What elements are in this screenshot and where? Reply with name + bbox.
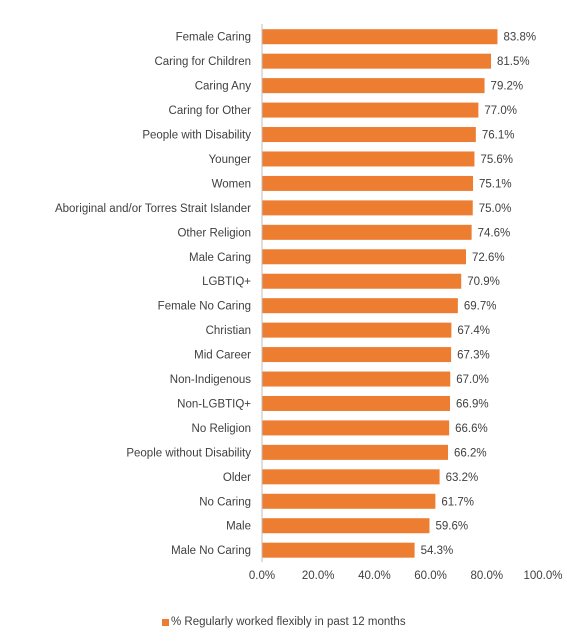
x-tick-label: 0.0% (249, 570, 275, 582)
data-label: 75.1% (479, 178, 512, 190)
category-label: Aboriginal and/or Torres Strait Islander (55, 203, 251, 215)
bar (262, 175, 474, 191)
data-label: 69.7% (464, 301, 497, 313)
bar (262, 371, 451, 387)
category-label: No Caring (199, 496, 251, 508)
data-label: 67.4% (457, 325, 490, 337)
category-label: Christian (206, 325, 251, 337)
bar (262, 298, 458, 314)
category-label: Caring for Other (169, 105, 252, 117)
x-tick-labels-group: 0.0% 20.0% 40.0% 60.0% 80.0% 100.0% (249, 570, 563, 582)
data-label: 61.7% (441, 496, 474, 508)
bar (262, 518, 430, 534)
bar (262, 78, 485, 94)
x-tick-label: 100.0% (523, 570, 562, 582)
data-label: 75.0% (479, 203, 512, 215)
category-label: Older (223, 472, 251, 484)
bar (262, 249, 467, 265)
data-label: 83.8% (503, 32, 536, 44)
category-label: No Religion (192, 423, 251, 435)
data-label: 70.9% (467, 276, 500, 288)
bar (262, 273, 462, 289)
x-tick-label: 40.0% (358, 570, 391, 582)
bar (262, 322, 452, 338)
bar (262, 29, 498, 45)
category-labels-group: Female Caring Caring for Children Caring A… (55, 32, 251, 557)
data-label: 67.0% (456, 374, 489, 386)
category-label: Other Religion (177, 227, 251, 239)
bar (262, 102, 479, 118)
bar (262, 127, 476, 143)
x-tick-label: 80.0% (470, 570, 503, 582)
data-label: 77.0% (484, 105, 517, 117)
category-label: Mid Career (194, 350, 251, 362)
category-label: Caring for Children (154, 56, 251, 68)
data-label: 67.3% (457, 350, 490, 362)
data-label: 75.6% (480, 154, 513, 166)
data-label: 54.3% (421, 545, 454, 557)
category-label: Male Caring (189, 252, 251, 264)
data-label: 63.2% (446, 472, 479, 484)
bar (262, 469, 440, 485)
bar (262, 542, 415, 558)
bar (262, 151, 475, 167)
data-label: 66.2% (454, 447, 487, 459)
data-labels-group: 83.8% 81.5% 79.2% 77.0% 76.1% 75.6% 75.1% 75.0%… (421, 32, 537, 557)
legend-swatch (162, 618, 169, 626)
legend-label: % Regularly worked flexibly in past 12 m… (171, 616, 406, 628)
bar (262, 224, 472, 240)
bar (262, 395, 450, 411)
category-label: People with Disability (142, 130, 251, 142)
category-label: LGBTIQ+ (202, 276, 251, 288)
bars-group (262, 29, 498, 558)
category-label: People without Disability (126, 447, 251, 459)
x-tick-label: 60.0% (414, 570, 447, 582)
category-label: Female Caring (176, 32, 251, 44)
category-label: Non-Indigenous (170, 374, 251, 386)
bar (262, 53, 492, 69)
legend: % Regularly worked flexibly in past 12 m… (162, 616, 406, 628)
category-label: Female No Caring (158, 301, 251, 313)
bar (262, 444, 449, 460)
category-label: Caring Any (195, 81, 252, 93)
data-label: 74.6% (478, 227, 511, 239)
data-label: 59.6% (435, 521, 468, 533)
bar (262, 347, 452, 363)
data-label: 66.6% (455, 423, 488, 435)
category-label: Male (226, 521, 251, 533)
category-label: Male No Caring (171, 545, 251, 557)
data-label: 66.9% (456, 398, 489, 410)
data-label: 81.5% (497, 56, 530, 68)
x-tick-label: 20.0% (302, 570, 335, 582)
category-label: Non-LGBTIQ+ (177, 398, 251, 410)
bar (262, 420, 450, 436)
bar (262, 200, 473, 216)
category-label: Younger (209, 154, 252, 166)
bar (262, 493, 436, 509)
data-label: 76.1% (482, 130, 515, 142)
data-label: 79.2% (491, 81, 524, 93)
data-label: 72.6% (472, 252, 505, 264)
category-label: Women (212, 178, 251, 190)
